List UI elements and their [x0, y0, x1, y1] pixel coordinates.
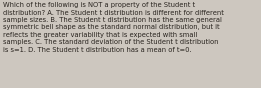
Text: Which of the following is NOT a property of the Student t
distribution? A. The S: Which of the following is NOT a property…: [3, 2, 224, 53]
